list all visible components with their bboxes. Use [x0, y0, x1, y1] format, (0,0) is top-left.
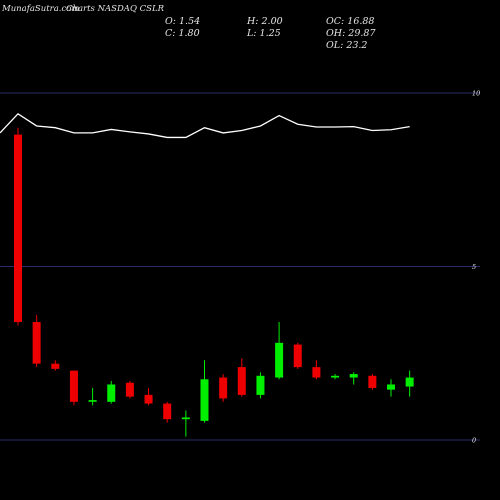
candle-body: [368, 375, 377, 388]
candle-body: [219, 377, 228, 399]
high-value: H: 2.00: [246, 16, 283, 27]
candle-body: [237, 367, 246, 395]
y-tick-label: 10: [472, 90, 480, 98]
candle-body: [51, 363, 60, 369]
candle-body: [14, 134, 22, 323]
candle-body: [275, 342, 284, 378]
open-high-change: OH: 29.87: [326, 28, 376, 39]
candle-body: [405, 377, 414, 387]
candle-body: [69, 370, 78, 402]
chart-title: Charts NASDAQ CSLR: [66, 4, 165, 14]
low-value: L: 1.25: [246, 28, 281, 39]
candle-body: [200, 379, 209, 421]
candle-body: [32, 322, 41, 364]
y-tick-label: 0: [472, 437, 476, 445]
candle-body: [88, 400, 97, 402]
candle-body: [387, 384, 395, 390]
candle-body: [181, 417, 190, 420]
candle-body: [125, 382, 134, 397]
candle-body: [293, 344, 302, 368]
tick-layer: 0 5 10: [472, 90, 480, 445]
open-value: O: 1.54: [165, 16, 200, 27]
candle-body: [163, 403, 172, 420]
close-value: C: 1.80: [165, 28, 200, 39]
candle-body: [312, 367, 321, 378]
open-low-change: OL: 23.2: [326, 40, 367, 51]
candle-body: [107, 384, 116, 402]
overlay-line: [0, 112, 410, 139]
watermark: MunafaSutra.com: [1, 4, 79, 14]
candle-body: [331, 375, 340, 378]
y-tick-label: 5: [472, 263, 476, 271]
candle-body: [349, 374, 358, 378]
candle-body: [256, 375, 265, 395]
open-close-change: OC: 16.88: [326, 16, 374, 27]
grid-layer: [0, 92, 480, 441]
candle-body: [144, 394, 153, 404]
candle-layer: [14, 127, 414, 437]
line-layer: [0, 112, 410, 139]
